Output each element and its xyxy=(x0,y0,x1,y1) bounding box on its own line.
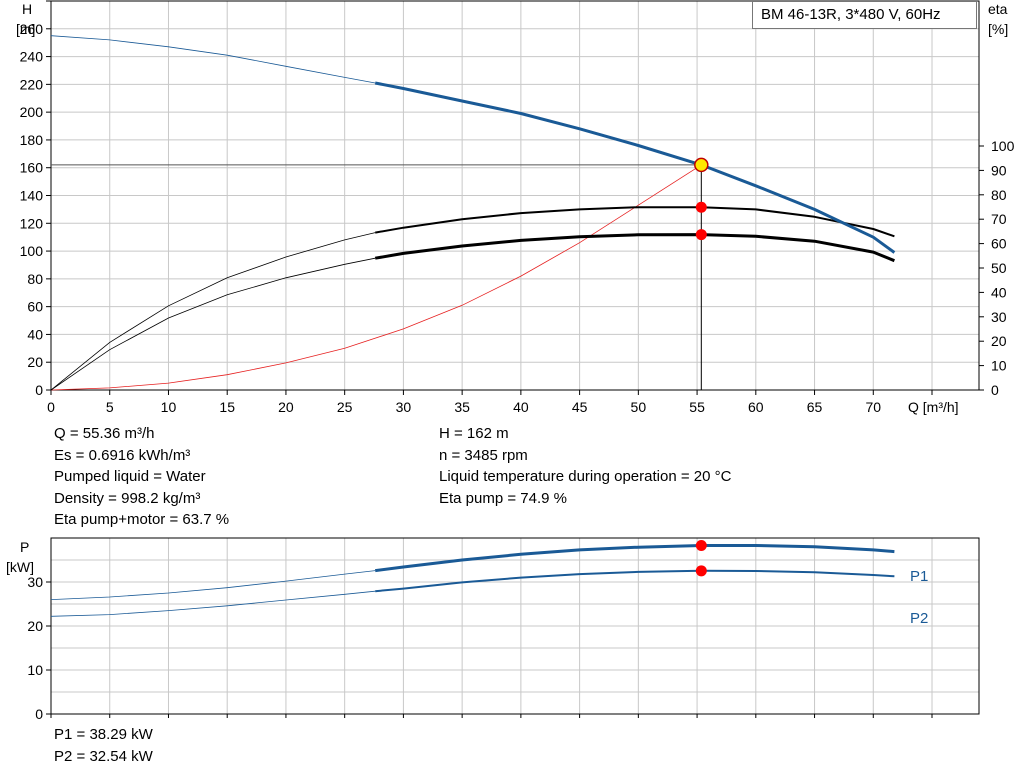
info-eta-pump: Eta pump = 74.9 % xyxy=(439,489,567,507)
info-power: P1 = 38.29 kW P2 = 32.54 kW xyxy=(54,724,153,767)
p-axis-label: P xyxy=(20,539,29,555)
top-grid xyxy=(51,1,979,390)
h-tick-label: 180 xyxy=(20,132,44,148)
h-tick-label: 140 xyxy=(20,188,44,204)
eta-tick-label: 10 xyxy=(991,358,1007,374)
p1-curve-thin xyxy=(50,570,376,600)
duty-point-eta-pump xyxy=(695,201,707,213)
eta-axis-label: eta xyxy=(988,1,1008,17)
q-tick-label: 45 xyxy=(572,399,588,415)
q-axis-label: Q [m³/h] xyxy=(908,399,959,415)
info-flow: Q = 55.36 m³/h xyxy=(54,425,155,442)
eta-tick-label: 50 xyxy=(991,260,1007,276)
info-head: H = 162 m xyxy=(439,425,509,442)
eta-tick-label: 40 xyxy=(991,284,1007,300)
secondary-red-curve xyxy=(50,164,702,391)
duty-point-p2 xyxy=(695,565,707,577)
eta-tick-label: 0 xyxy=(991,382,999,398)
info-p1: P1 = 38.29 kW xyxy=(54,726,153,743)
info-right: H = 162 m n = 3485 rpm Liquid temperatur… xyxy=(439,423,731,509)
duty-point-head xyxy=(694,157,709,173)
h-axis-unit: [m] xyxy=(16,21,35,37)
q-tick-label: 40 xyxy=(513,399,529,415)
curves xyxy=(50,35,896,617)
head-curve-bold xyxy=(374,81,896,254)
eta-axis-unit: [%] xyxy=(988,21,1008,37)
h-tick-label: 0 xyxy=(35,382,43,398)
q-tick-label: 0 xyxy=(47,399,55,415)
q-tick-label: 70 xyxy=(865,399,881,415)
eta-tick-label: 80 xyxy=(991,187,1007,203)
duty-point-eta-total xyxy=(695,229,707,241)
h-tick-label: 100 xyxy=(20,243,44,259)
q-tick-label: 55 xyxy=(689,399,705,415)
info-speed: n = 3485 rpm xyxy=(439,446,528,464)
eta-total-curve-bold xyxy=(374,233,895,263)
q-tick-label: 5 xyxy=(106,399,114,415)
info-temperature: Liquid temperature during operation = 20… xyxy=(439,468,732,485)
p-tick-label: 20 xyxy=(27,618,43,634)
marks xyxy=(694,157,709,577)
eta-tick-label: 30 xyxy=(991,309,1007,325)
eta-tick-label: 70 xyxy=(991,211,1007,227)
h-tick-label: 40 xyxy=(27,326,43,342)
p-tick-label: 10 xyxy=(27,662,43,678)
p2-curve-label: P2 xyxy=(910,610,928,627)
q-tick-label: 65 xyxy=(807,399,823,415)
bottom-grid xyxy=(51,538,979,714)
p1-curve-label: P1 xyxy=(910,568,928,585)
pump-title-box: BM 46-13R, 3*480 V, 60Hz xyxy=(752,1,977,29)
info-eta-total: Eta pump+motor = 63.7 % xyxy=(54,511,230,528)
h-tick-label: 120 xyxy=(20,215,44,231)
h-tick-label: 260 xyxy=(20,21,44,37)
h-tick-label: 200 xyxy=(20,104,44,120)
info-left: Q = 55.36 m³/h Es = 0.6916 kWh/m³ Pumped… xyxy=(54,423,229,531)
info-p2: P2 = 32.54 kW xyxy=(54,747,153,765)
q-tick-label: 10 xyxy=(161,399,177,415)
eta-tick-label: 60 xyxy=(991,236,1007,252)
info-liquid: Pumped liquid = Water xyxy=(54,468,206,485)
q-tick-label: 60 xyxy=(748,399,764,415)
eta-tick-label: 20 xyxy=(991,333,1007,349)
q-tick-label: 20 xyxy=(278,399,294,415)
p-tick-label: 0 xyxy=(35,706,43,722)
q-tick-label: 35 xyxy=(454,399,470,415)
eta-pump-curve-thin xyxy=(50,232,376,391)
h-axis-label: H xyxy=(22,1,32,17)
axes: 0204060801001201401601802002202402600102… xyxy=(20,0,1015,722)
p-tick-label: 30 xyxy=(27,574,43,590)
info-density: Density = 998.2 kg/m³ xyxy=(54,489,201,507)
h-tick-label: 60 xyxy=(27,299,43,315)
h-tick-label: 20 xyxy=(27,354,43,370)
h-tick-label: 160 xyxy=(20,160,44,176)
q-tick-label: 50 xyxy=(631,399,647,415)
p2-curve-thin xyxy=(50,590,376,617)
eta-pump-curve-bold xyxy=(375,206,895,238)
eta-tick-label: 90 xyxy=(991,162,1007,178)
eta-total-curve-thin xyxy=(50,257,376,391)
head-curve-thin xyxy=(50,35,376,84)
q-tick-label: 25 xyxy=(337,399,353,415)
h-tick-label: 240 xyxy=(20,49,44,65)
eta-tick-label: 100 xyxy=(991,138,1015,154)
h-tick-label: 220 xyxy=(20,76,44,92)
p2-curve-bold xyxy=(375,569,895,593)
p-axis-unit: [kW] xyxy=(6,559,34,575)
info-energy: Es = 0.6916 kWh/m³ xyxy=(54,446,191,464)
duty-point-p1 xyxy=(695,540,707,552)
p1-curve-bold xyxy=(375,544,895,573)
q-tick-label: 30 xyxy=(396,399,412,415)
h-tick-label: 80 xyxy=(27,271,43,287)
q-tick-label: 15 xyxy=(219,399,235,415)
